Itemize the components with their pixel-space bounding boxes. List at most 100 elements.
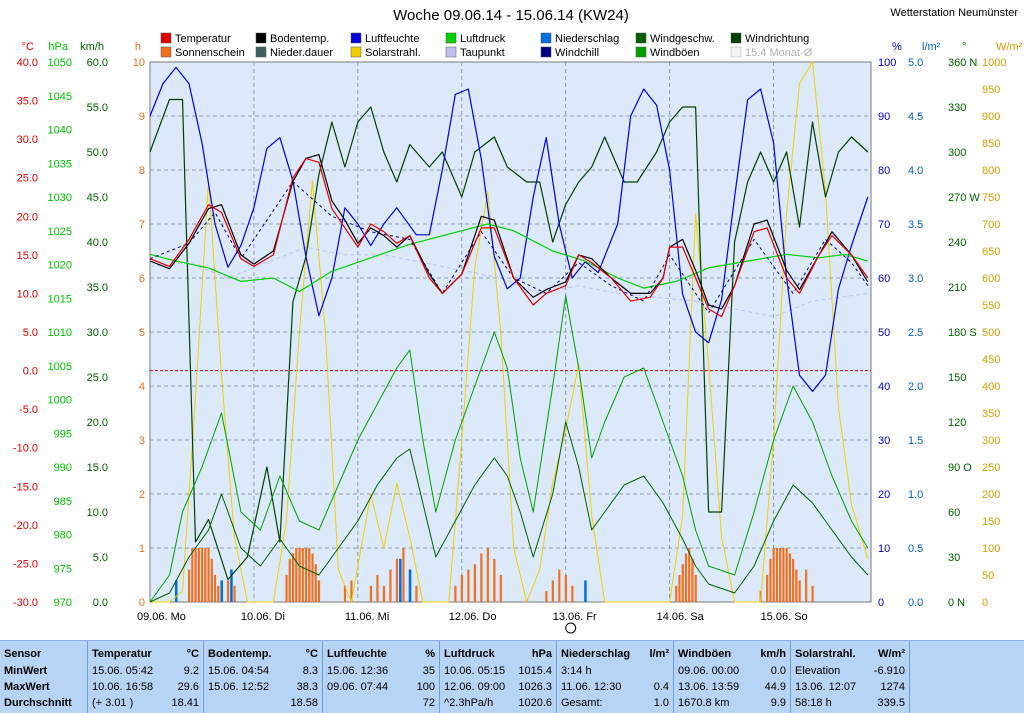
legend-swatch — [350, 46, 362, 58]
solar-line — [150, 61, 869, 603]
legend-label: Windchill — [555, 47, 599, 59]
axis-tick-left: 1015 — [48, 293, 72, 305]
axis-tick-right: 210 — [948, 282, 966, 294]
stats-column-unit: W/m² — [878, 648, 905, 660]
axis-tick-left: 25.0 — [87, 372, 108, 384]
row-label-avg: Durchschnitt — [4, 697, 72, 709]
stats-column-unit: km/h — [760, 648, 786, 660]
axis-tick-right: 3.0 — [908, 273, 923, 285]
sunshine-bar — [691, 558, 694, 602]
axis-tick-left: 4 — [139, 381, 145, 393]
axis-tick-right: 650 — [982, 246, 1000, 258]
station-name: Wetterstation Neumünster — [890, 7, 1018, 19]
legend-label: Luftdruck — [460, 33, 506, 45]
sunshine-bar — [467, 569, 470, 602]
axis-tick-left: 980 — [54, 530, 72, 542]
sunshine-bar — [187, 569, 191, 602]
axis-tick-right: 2.5 — [908, 327, 923, 339]
x-tick-label: 12.06. Do — [449, 611, 497, 623]
sunshine-bar — [473, 564, 476, 602]
axis-tick-right: 900 — [982, 111, 1000, 123]
legend-label: Windgeschw. — [650, 33, 715, 45]
axis-tick-right: 60 — [878, 273, 890, 285]
sunshine-bar — [213, 575, 217, 602]
stats-cell-value: 1015.4 — [518, 665, 552, 677]
axis-tick-right: 50 — [982, 570, 994, 582]
axis-tick-right: 600 — [982, 273, 1000, 285]
legend-label: Taupunkt — [460, 47, 505, 59]
stats-empty-column — [910, 641, 1024, 713]
stats-cell-label: 58:18 h — [795, 697, 832, 709]
sunshine-bar — [486, 548, 489, 602]
legend-label: Solarstrahl. — [365, 47, 421, 59]
axis-tick-right: 0.5 — [908, 543, 923, 555]
stats-cell-value: 1026.3 — [518, 681, 552, 693]
legend-label: Luftfeuchte — [365, 33, 419, 45]
sunshine-bar — [805, 569, 808, 602]
axis-tick-right: 100 — [878, 57, 896, 69]
stats-cell-value: 35 — [422, 665, 435, 677]
axis-tick-left: 995 — [54, 428, 72, 440]
axis-tick-right: 270 W — [948, 192, 980, 204]
stats-column-name: Niederschlag — [561, 648, 631, 660]
axis-tick-right: 0 — [982, 597, 988, 609]
stats-column-name: Bodentemp. — [208, 648, 272, 660]
x-tick-label: 14.06. Sa — [657, 611, 705, 623]
axis-tick-left: 15.0 — [17, 250, 38, 262]
stats-cell-value: 339.5 — [877, 697, 905, 709]
sunshine-bar — [350, 580, 353, 602]
axis-unit-left: hPa — [48, 41, 68, 53]
sunshine-bar — [775, 548, 779, 602]
stats-cell-label: 15.06. 04:54 — [208, 665, 270, 677]
sunshine-bar — [551, 580, 554, 602]
stats-column: Luftdruck hPa 10.06. 05:15 1015.4 12.06. 09:… — [440, 641, 557, 713]
axis-tick-right: 1.0 — [908, 489, 923, 501]
axis-tick-right: 4.5 — [908, 111, 923, 123]
sunshine-bar — [311, 553, 314, 602]
axis-tick-left: 1005 — [48, 361, 72, 373]
x-tick-label: 13.06. Fr — [553, 611, 597, 623]
axis-tick-right: 450 — [982, 354, 1000, 366]
axis-tick-left: 6 — [139, 273, 145, 285]
sunshine-bar — [233, 585, 236, 602]
axis-tick-left: 1 — [139, 543, 145, 555]
stats-cell-value: 18.58 — [290, 697, 318, 709]
sunshine-bar — [382, 585, 386, 602]
stats-cell-label: 13.06. 13:59 — [678, 681, 740, 693]
stats-column: Solarstrahl. W/m² Elevation -6.910 13.06. 12… — [791, 641, 910, 713]
legend-swatch — [445, 46, 457, 58]
axis-tick-right: 350 — [982, 408, 1000, 420]
sunshine-bar — [564, 575, 567, 602]
axis-tick-right: 300 — [982, 435, 1000, 447]
precip-bar — [230, 569, 233, 602]
stats-cell-value: 72 — [422, 697, 435, 709]
axis-tick-left: 1035 — [48, 158, 72, 170]
axis-tick-left: 5.0 — [23, 327, 38, 339]
sunshine-bar — [402, 548, 405, 602]
stats-cell-value: 1020.6 — [518, 697, 552, 709]
sunshine-bar — [694, 575, 697, 602]
sunshine-bar — [688, 548, 691, 602]
sunshine-bar — [681, 564, 684, 602]
stats-cell-value: 18.41 — [171, 697, 199, 709]
axis-tick-left: 10.0 — [17, 288, 38, 300]
stats-table: Sensor MinWert MaxWert Durchschnitt Temp… — [0, 640, 1024, 713]
axis-tick-right: 70 — [878, 219, 890, 231]
sunshine-bar — [291, 553, 295, 602]
stats-cell-value: -6.910 — [873, 665, 905, 677]
axis-tick-left: 5 — [139, 327, 145, 339]
stats-column: Bodentemp. °C 15.06. 04:54 8.3 15.06. 12:52 3… — [204, 641, 323, 713]
sunshine-bar — [675, 585, 678, 602]
legend-swatch — [540, 32, 552, 44]
axis-tick-right: 80 — [878, 165, 890, 177]
axis-tick-left: 50.0 — [87, 147, 108, 159]
sunshine-bar — [210, 558, 213, 602]
sunshine-bar — [194, 548, 197, 602]
temperature-line — [149, 157, 869, 318]
stats-cell-label: 10.06. 16:58 — [92, 681, 154, 693]
axis-tick-right: 700 — [982, 219, 1000, 231]
stats-column-name: Windböen — [678, 648, 732, 660]
sunshine-bar — [304, 548, 308, 602]
axis-tick-left: 8 — [139, 165, 145, 177]
axis-tick-left: 1040 — [48, 125, 72, 137]
